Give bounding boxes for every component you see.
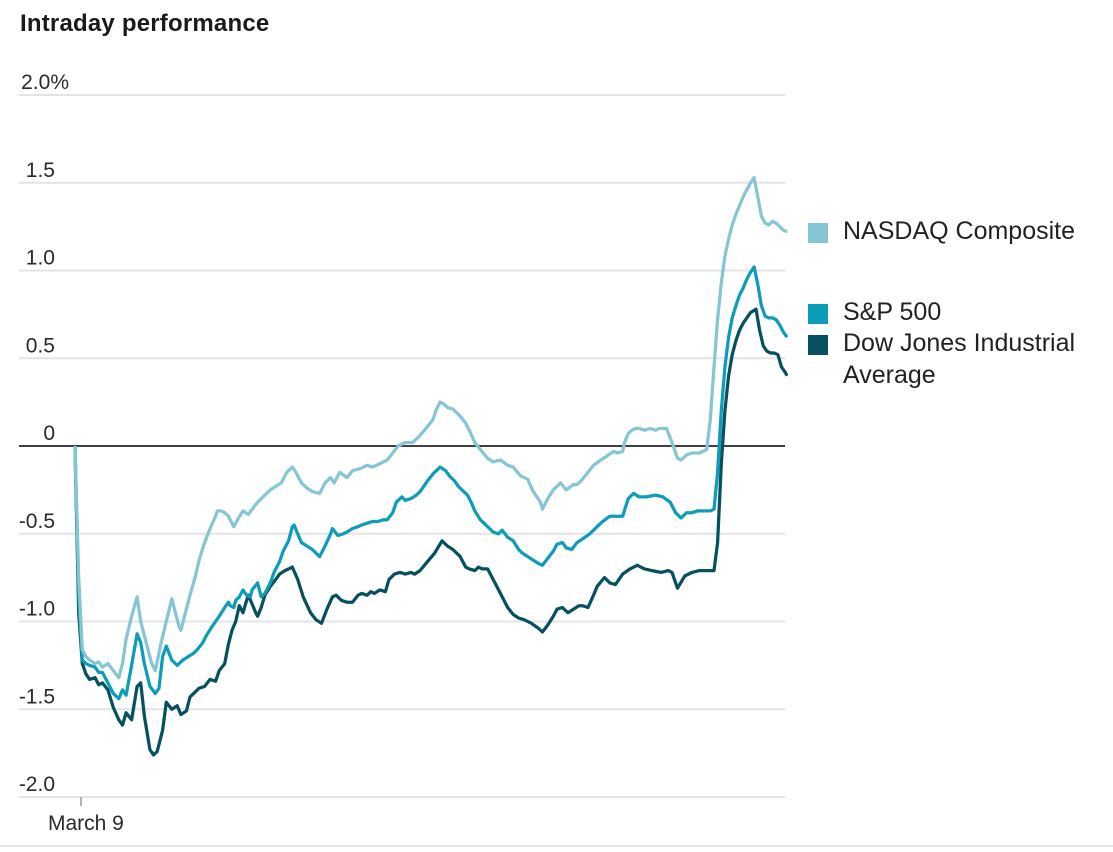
- y-tick-label: 2.0%: [21, 71, 69, 94]
- y-tick-label: -1.0: [19, 598, 55, 621]
- legend-swatch-sp500: [808, 304, 828, 324]
- y-tick-label: -2.0: [19, 773, 55, 796]
- legend-item-nasdaq-composite: NASDAQ Composite: [808, 215, 1075, 247]
- x-axis-label: March 9: [48, 812, 124, 835]
- y-tick-label: -1.5: [19, 685, 55, 708]
- y-tick-label: -0.5: [19, 510, 55, 533]
- y-tick-label: 0: [43, 422, 55, 445]
- legend-label-dow-jones: Dow Jones Industrial Average: [843, 329, 1076, 389]
- series-line-dow-jones-industrial-average: [73, 307, 789, 757]
- legend-label-sp500: S&P 500: [843, 298, 942, 326]
- y-tick-label: 1.0: [26, 247, 55, 270]
- legend-label-nasdaq-composite: NASDAQ Composite: [843, 217, 1076, 245]
- legend-swatch-dow-jones: [808, 335, 828, 355]
- series-line-nasdaq-composite: [73, 175, 788, 680]
- y-tick-label: 0.5: [26, 334, 55, 357]
- series-line-s-p-500: [73, 265, 789, 701]
- chart-title: Intraday performance: [20, 10, 270, 37]
- legend-item-dow-jones: Dow Jones Industrial Average: [808, 327, 1101, 391]
- legend-item-sp500: S&P 500: [808, 296, 941, 328]
- y-tick-label: 1.5: [26, 159, 55, 182]
- legend-swatch-nasdaq-composite: [808, 223, 828, 243]
